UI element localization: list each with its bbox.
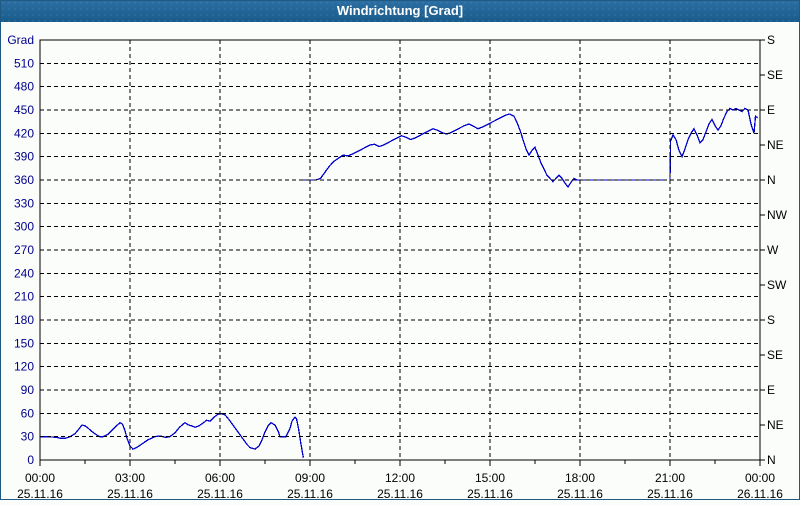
svg-text:25.11.16: 25.11.16 — [107, 487, 153, 500]
svg-text:Windrichtung [Grad]: Windrichtung [Grad] — [337, 3, 463, 18]
svg-text:18:00: 18:00 — [565, 471, 595, 485]
svg-text:30: 30 — [21, 430, 35, 444]
svg-text:00:00: 00:00 — [25, 471, 55, 485]
svg-text:06:00: 06:00 — [205, 471, 235, 485]
svg-text:21:00: 21:00 — [655, 471, 685, 485]
svg-text:N: N — [767, 173, 776, 187]
svg-text:330: 330 — [14, 196, 34, 210]
svg-text:W: W — [767, 243, 779, 257]
svg-text:E: E — [767, 383, 775, 397]
svg-text:SE: SE — [767, 348, 783, 362]
svg-text:25.11.16: 25.11.16 — [377, 487, 423, 500]
svg-text:03:00: 03:00 — [115, 471, 145, 485]
svg-text:420: 420 — [14, 126, 34, 140]
svg-text:S: S — [767, 313, 775, 327]
svg-text:360: 360 — [14, 173, 34, 187]
svg-text:60: 60 — [21, 406, 35, 420]
svg-text:240: 240 — [14, 266, 34, 280]
svg-text:25.11.16: 25.11.16 — [647, 487, 693, 500]
svg-text:12:00: 12:00 — [385, 471, 415, 485]
svg-text:300: 300 — [14, 220, 34, 234]
svg-text:N: N — [767, 453, 776, 467]
svg-text:25.11.16: 25.11.16 — [557, 487, 603, 500]
svg-text:390: 390 — [14, 150, 34, 164]
svg-text:510: 510 — [14, 56, 34, 70]
svg-text:480: 480 — [14, 80, 34, 94]
svg-text:09:00: 09:00 — [295, 471, 325, 485]
svg-text:270: 270 — [14, 243, 34, 257]
svg-text:00:00: 00:00 — [745, 471, 775, 485]
svg-text:S: S — [767, 33, 775, 47]
svg-text:15:00: 15:00 — [475, 471, 505, 485]
svg-text:SW: SW — [767, 278, 787, 292]
svg-text:150: 150 — [14, 336, 34, 350]
svg-text:25.11.16: 25.11.16 — [287, 487, 333, 500]
svg-text:180: 180 — [14, 313, 34, 327]
svg-text:25.11.16: 25.11.16 — [17, 487, 63, 500]
svg-text:E: E — [767, 103, 775, 117]
svg-text:25.11.16: 25.11.16 — [197, 487, 243, 500]
svg-text:Grad: Grad — [7, 33, 34, 47]
svg-text:25.11.16: 25.11.16 — [467, 487, 513, 500]
svg-text:450: 450 — [14, 103, 34, 117]
svg-text:26.11.16: 26.11.16 — [737, 487, 783, 500]
svg-text:SE: SE — [767, 68, 783, 82]
svg-text:NE: NE — [767, 138, 784, 152]
svg-text:NE: NE — [767, 418, 784, 432]
svg-text:NW: NW — [767, 208, 788, 222]
svg-text:210: 210 — [14, 290, 34, 304]
svg-text:120: 120 — [14, 360, 34, 374]
svg-text:0: 0 — [27, 453, 34, 467]
svg-text:90: 90 — [21, 383, 35, 397]
